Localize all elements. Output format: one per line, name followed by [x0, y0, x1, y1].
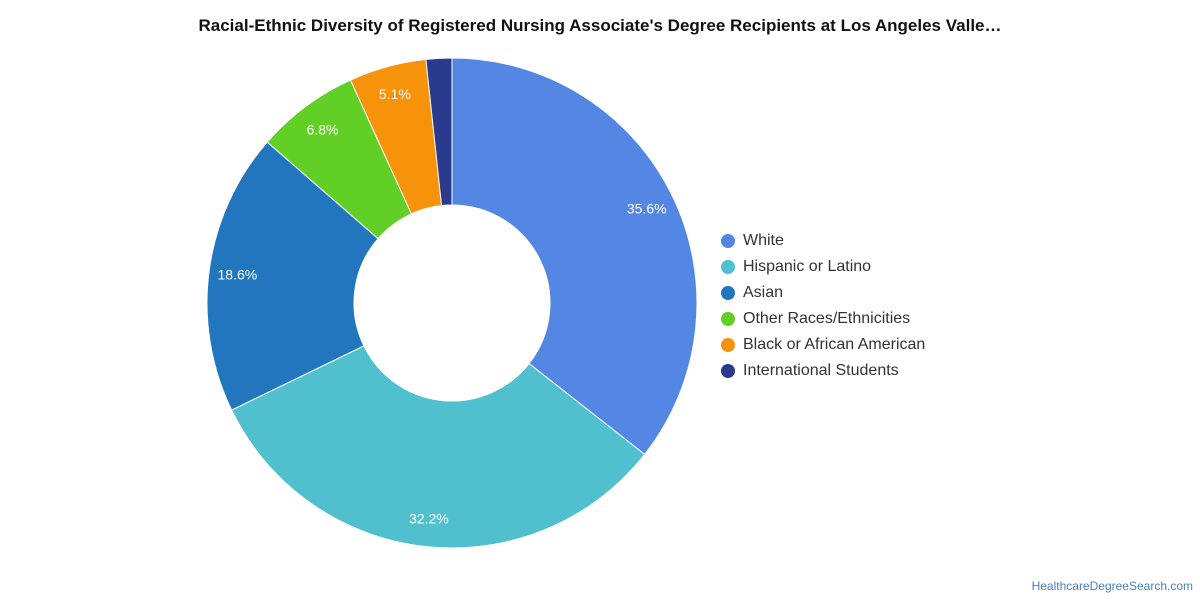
- legend-swatch: [721, 286, 735, 300]
- slice-international-students[interactable]: [425, 57, 453, 207]
- legend-swatch: [721, 364, 735, 378]
- chart-title: Racial-Ethnic Diversity of Registered Nu…: [198, 16, 1002, 35]
- slice-asian[interactable]: [206, 141, 379, 411]
- slice-label-other-races-ethnicities: 6.8%: [307, 121, 339, 137]
- legend-item-international-students[interactable]: International Students: [721, 358, 925, 384]
- legend-swatch: [721, 338, 735, 352]
- legend-item-black-or-african-american[interactable]: Black or African American: [721, 332, 925, 358]
- slice-label-asian: 18.6%: [218, 267, 258, 283]
- legend-swatch: [721, 234, 735, 248]
- legend: White Hispanic or Latino Asian Other Races/…: [721, 228, 925, 384]
- slice-white[interactable]: [451, 57, 698, 456]
- slice-label-black-or-african-american: 5.1%: [379, 86, 411, 102]
- legend-swatch: [721, 260, 735, 274]
- legend-label: Hispanic or Latino: [743, 258, 872, 275]
- legend-item-other-races-ethnicities[interactable]: Other Races/Ethnicities: [721, 306, 925, 332]
- source-link[interactable]: HealthcareDegreeSearch.com: [1031, 579, 1193, 593]
- legend-label: International Students: [743, 362, 899, 379]
- legend-label: White: [743, 232, 784, 249]
- legend-swatch: [721, 312, 735, 326]
- legend-item-white[interactable]: White: [721, 228, 925, 254]
- legend-label: Black or African American: [743, 336, 926, 353]
- legend-item-hispanic-or-latino[interactable]: Hispanic or Latino: [721, 254, 925, 280]
- legend-label: Asian: [743, 284, 784, 301]
- legend-label: Other Races/Ethnicities: [743, 310, 911, 327]
- legend-item-asian[interactable]: Asian: [721, 280, 925, 306]
- slice-hispanic-or-latino[interactable]: [230, 345, 646, 549]
- slice-label-white: 35.6%: [627, 200, 667, 216]
- slice-label-hispanic-or-latino: 32.2%: [409, 510, 449, 526]
